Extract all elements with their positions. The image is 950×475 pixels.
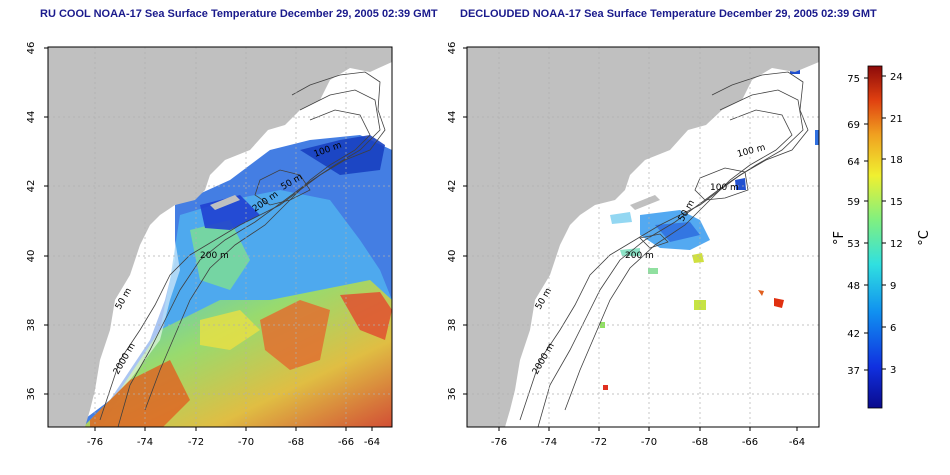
left-y-tick-labels: 36 38 40 42 44 46 [26, 42, 37, 401]
left-map-frame [47, 46, 393, 428]
c-tick-label: 18 [890, 155, 903, 166]
right-landmass [467, 47, 819, 427]
f-tick-label: 48 [847, 281, 860, 292]
right-contour-label: 100 m [710, 183, 739, 193]
x-tick-label: -74 [137, 437, 153, 448]
f-tick-label: 64 [847, 157, 860, 168]
y-tick-label: 46 [447, 42, 458, 55]
c-tick-label: 21 [890, 114, 903, 125]
left-gridlines [48, 47, 392, 427]
x-tick-label: -76 [87, 437, 103, 448]
colorbar-fahrenheit-labels: 75 69 64 59 53 48 42 37 [847, 74, 860, 377]
colorbar: 75 69 64 59 53 48 42 37 24 21 18 15 12 9… [832, 65, 932, 409]
x-tick-label: -64 [789, 437, 805, 448]
x-tick-label: -68 [692, 437, 708, 448]
c-tick-label: 3 [890, 365, 896, 376]
right-map-panel: 100 m 100 m 50 m 200 m 50 m 2000 m -76 -… [447, 42, 820, 448]
y-tick-label: 38 [447, 319, 458, 332]
right-island [630, 195, 660, 210]
y-tick-label: 46 [26, 42, 37, 55]
left-x-tick-labels: -76 -74 -72 -70 -68 -66 -64 [87, 437, 380, 448]
right-bathymetry-contours [519, 71, 809, 427]
left-landmass [48, 47, 392, 427]
y-tick-label: 36 [447, 388, 458, 401]
f-tick-label: 37 [847, 366, 860, 377]
y-tick-label: 42 [26, 180, 37, 193]
x-tick-label: -68 [288, 437, 304, 448]
y-tick-label: 40 [26, 250, 37, 263]
f-tick-label: 69 [847, 120, 860, 131]
x-tick-label: -74 [541, 437, 557, 448]
y-tick-label: 38 [26, 319, 37, 332]
c-tick-label: 24 [890, 72, 903, 83]
fahrenheit-unit-label: °F [832, 231, 847, 245]
y-tick-label: 44 [26, 111, 37, 124]
y-tick-label: 42 [447, 180, 458, 193]
x-tick-label: -66 [338, 437, 354, 448]
y-tick-label: 40 [447, 250, 458, 263]
right-map-frame [466, 46, 820, 428]
left-island [210, 195, 240, 210]
x-tick-label: -72 [188, 437, 204, 448]
x-tick-label: -76 [491, 437, 507, 448]
colorbar-ticks [864, 75, 886, 371]
x-tick-label: -66 [742, 437, 758, 448]
x-tick-label: -70 [641, 437, 657, 448]
left-axis-ticks [44, 47, 373, 431]
right-contour-label: 200 m [625, 251, 654, 261]
celsius-unit-label: °C [917, 230, 932, 246]
colorbar-celsius-labels: 24 21 18 15 12 9 6 3 [890, 72, 903, 376]
right-axis-ticks [463, 47, 798, 431]
c-tick-label: 6 [890, 323, 896, 334]
f-tick-label: 42 [847, 329, 860, 340]
right-gridlines [467, 47, 819, 427]
c-tick-label: 9 [890, 281, 896, 292]
c-tick-label: 12 [890, 239, 903, 250]
left-bathymetry-contours [99, 71, 386, 427]
f-tick-label: 53 [847, 239, 860, 250]
f-tick-label: 59 [847, 197, 860, 208]
right-x-tick-labels: -76 -74 -72 -70 -68 -66 -64 [491, 437, 805, 448]
left-map-title: RU COOL NOAA-17 Sea Surface Temperature … [40, 8, 438, 20]
c-tick-label: 15 [890, 197, 903, 208]
x-tick-label: -64 [364, 437, 380, 448]
left-map-panel: 100 m 200 m 50 m 200 m 50 m 2000 m -76 -… [26, 42, 393, 448]
x-tick-label: -70 [238, 437, 254, 448]
y-tick-label: 44 [447, 111, 458, 124]
x-tick-label: -72 [591, 437, 607, 448]
left-contour-label: 200 m [200, 251, 229, 261]
left-sst-field [71, 135, 392, 427]
right-y-tick-labels: 36 38 40 42 44 46 [447, 42, 458, 401]
f-tick-label: 75 [847, 74, 860, 85]
colorbar-gradient [867, 65, 883, 409]
right-map-title: DECLOUDED NOAA-17 Sea Surface Temperatur… [460, 8, 877, 20]
y-tick-label: 36 [26, 388, 37, 401]
